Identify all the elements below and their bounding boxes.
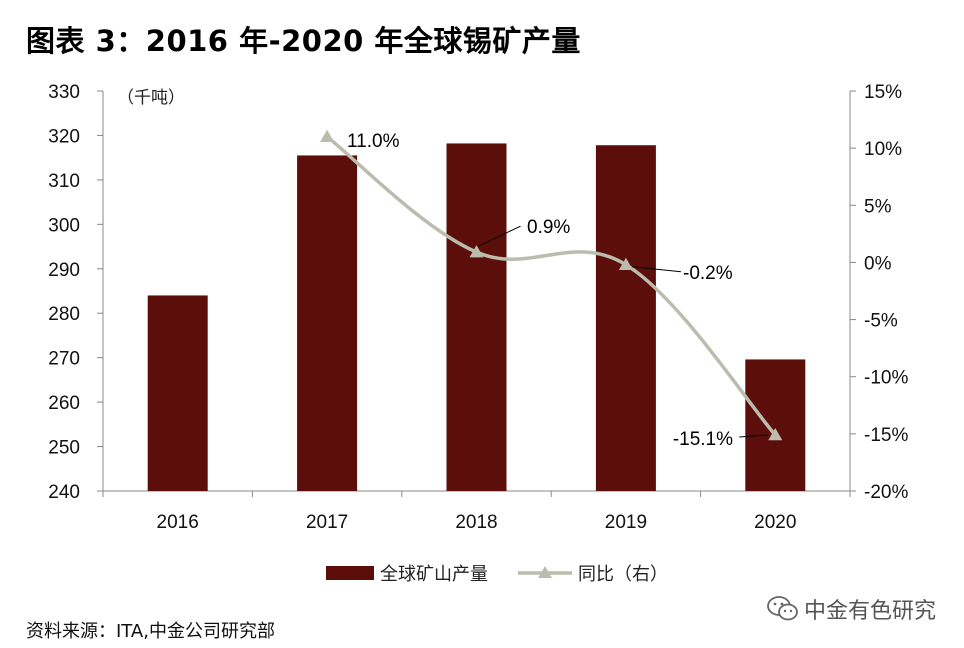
legend-label-bars: 全球矿山产量	[380, 564, 488, 585]
left-tick-label: 320	[48, 126, 80, 147]
right-tick-label: 10%	[864, 139, 902, 160]
legend-swatch-bars	[326, 566, 374, 580]
y-unit-label: （千吨）	[117, 88, 185, 108]
left-tick-label: 300	[48, 215, 80, 236]
data-label: -15.1%	[673, 429, 733, 450]
yoy-point	[768, 428, 783, 441]
leader-line	[739, 434, 768, 438]
yoy-line	[326, 135, 777, 437]
bar	[745, 359, 806, 491]
bar	[297, 155, 358, 491]
left-tick-label: 330	[48, 82, 80, 103]
legend-swatch-marker	[538, 566, 552, 578]
yoy-point	[469, 245, 484, 258]
right-tick-label: -20%	[864, 482, 908, 503]
data-label: -0.2%	[683, 263, 733, 284]
x-tick-label: 2020	[754, 512, 796, 533]
bar	[595, 145, 656, 491]
yoy-point	[320, 129, 335, 142]
x-tick-label: 2017	[306, 512, 348, 533]
left-tick-label: 310	[48, 171, 80, 192]
right-tick-label: -10%	[864, 368, 908, 389]
right-tick-label: 5%	[864, 196, 892, 217]
data-label: 0.9%	[527, 217, 570, 238]
chart-title: 图表 3：2016 年-2020 年全球锡矿产量	[26, 24, 581, 58]
right-tick-label: -5%	[864, 311, 898, 332]
bar	[446, 143, 507, 491]
left-tick-label: 260	[48, 393, 80, 414]
left-tick-label: 250	[48, 438, 80, 459]
bar	[147, 295, 208, 491]
legend-label-line: 同比（右）	[578, 564, 668, 585]
left-tick-label: 270	[48, 349, 80, 370]
right-tick-label: 0%	[864, 253, 892, 274]
left-tick-label: 280	[48, 304, 80, 325]
wechat-icon	[767, 596, 798, 621]
x-tick-label: 2018	[455, 512, 497, 533]
right-tick-label: 15%	[864, 82, 902, 103]
data-label: 11.0%	[347, 131, 400, 152]
left-tick-label: 290	[48, 260, 80, 281]
watermark-text: 中金有色研究	[803, 599, 936, 624]
left-tick-label: 240	[48, 482, 80, 503]
x-tick-label: 2016	[157, 512, 199, 533]
right-tick-label: -15%	[864, 425, 908, 446]
yoy-point	[618, 257, 633, 270]
x-tick-label: 2019	[605, 512, 647, 533]
leader-line	[631, 266, 681, 273]
source-note: 资料来源：ITA,中金公司研究部	[26, 621, 275, 642]
watermark: 中金有色研究	[766, 593, 936, 625]
leader-line	[478, 225, 521, 247]
